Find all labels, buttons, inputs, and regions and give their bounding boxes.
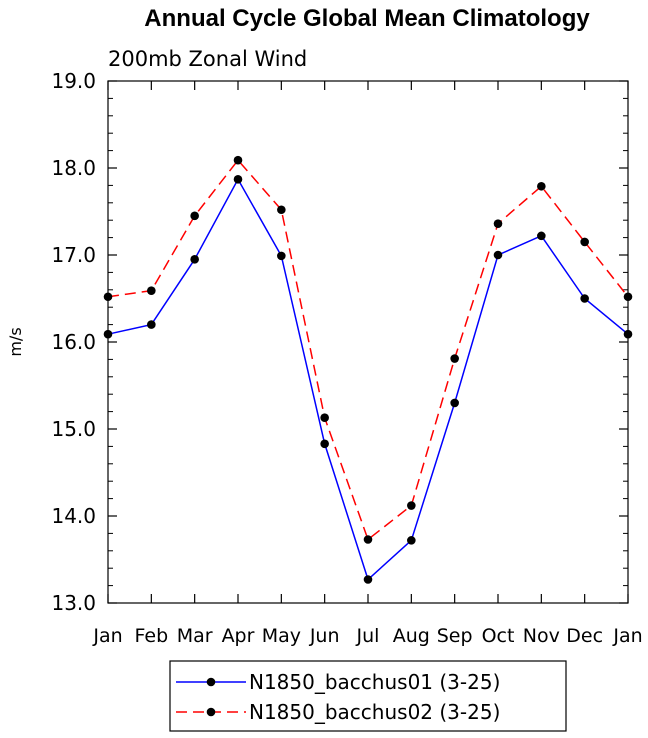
x-tick-label: Aug [393, 625, 430, 647]
y-tick-label: 15.0 [51, 417, 96, 441]
chart-subtitle: 200mb Zonal Wind [108, 47, 307, 71]
data-point [363, 535, 373, 544]
y-tick-label: 14.0 [51, 504, 96, 528]
legend-marker [206, 707, 216, 717]
data-point [277, 205, 286, 215]
data-point [277, 251, 286, 261]
series-layer [103, 155, 633, 584]
series-line [107, 177, 629, 581]
x-tick-label: Mar [177, 625, 213, 647]
y-tick-label: 18.0 [51, 156, 96, 180]
data-point [493, 219, 503, 228]
data-point [450, 398, 459, 408]
data-point [407, 536, 416, 545]
y-tick-label: 16.0 [51, 330, 96, 354]
x-tick-label: Apr [222, 625, 255, 647]
series-line [107, 158, 629, 541]
data-point [233, 155, 243, 165]
series-2 [103, 155, 633, 544]
data-point [623, 329, 633, 339]
data-point [147, 286, 156, 295]
data-point [103, 292, 113, 302]
data-point [537, 181, 546, 191]
data-point [407, 501, 416, 510]
y-tick-label: 17.0 [51, 243, 96, 267]
x-tick-label: May [262, 625, 301, 647]
series-1 [103, 175, 633, 584]
data-point [623, 292, 633, 302]
data-point [320, 439, 329, 449]
data-point [580, 237, 589, 247]
data-point [493, 250, 503, 260]
y-tick-labels: 13.0 14.0 15.0 16.0 17.0 18.0 19.0 [51, 69, 96, 615]
legend-label: N1850_bacchus01 (3-25) [249, 670, 500, 694]
x-tick-label: Jan [92, 625, 122, 647]
data-point [537, 231, 546, 241]
x-tick-label: Jul [356, 625, 380, 647]
chart-title: Annual Cycle Global Mean Climatology [144, 5, 590, 32]
legend-label: N1850_bacchus02 (3-25) [249, 700, 500, 724]
data-point [190, 255, 199, 264]
data-point [190, 211, 199, 221]
data-point [580, 294, 589, 303]
x-tick-label: Oct [482, 625, 515, 647]
data-point [147, 320, 156, 329]
data-point [363, 575, 373, 584]
legend-marker [206, 677, 216, 687]
data-point [320, 413, 329, 422]
y-tick-label: 19.0 [51, 69, 96, 93]
x-tick-label: Dec [566, 625, 603, 647]
x-tick-label: Jun [309, 625, 340, 647]
legend: N1850_bacchus01 (3-25) N1850_bacchus02 (3… [169, 660, 567, 732]
x-tick-label: Sep [437, 625, 473, 647]
plot-frame [107, 80, 629, 604]
x-tick-label: Nov [523, 625, 560, 647]
x-tick-labels: Jan Feb Mar Apr May Jun Jul Aug Sep Oct Nov Dec Jan [92, 625, 642, 647]
minor-ticks [108, 97, 628, 587]
data-point [450, 354, 459, 363]
x-tick-label: Feb [135, 625, 169, 647]
y-axis-label: m/s [6, 327, 25, 356]
x-tick-label: Jan [612, 625, 642, 647]
data-point [103, 329, 113, 339]
legend-box [169, 660, 567, 732]
data-point [233, 175, 243, 184]
major-ticks [107, 80, 629, 604]
y-tick-label: 13.0 [51, 591, 96, 615]
